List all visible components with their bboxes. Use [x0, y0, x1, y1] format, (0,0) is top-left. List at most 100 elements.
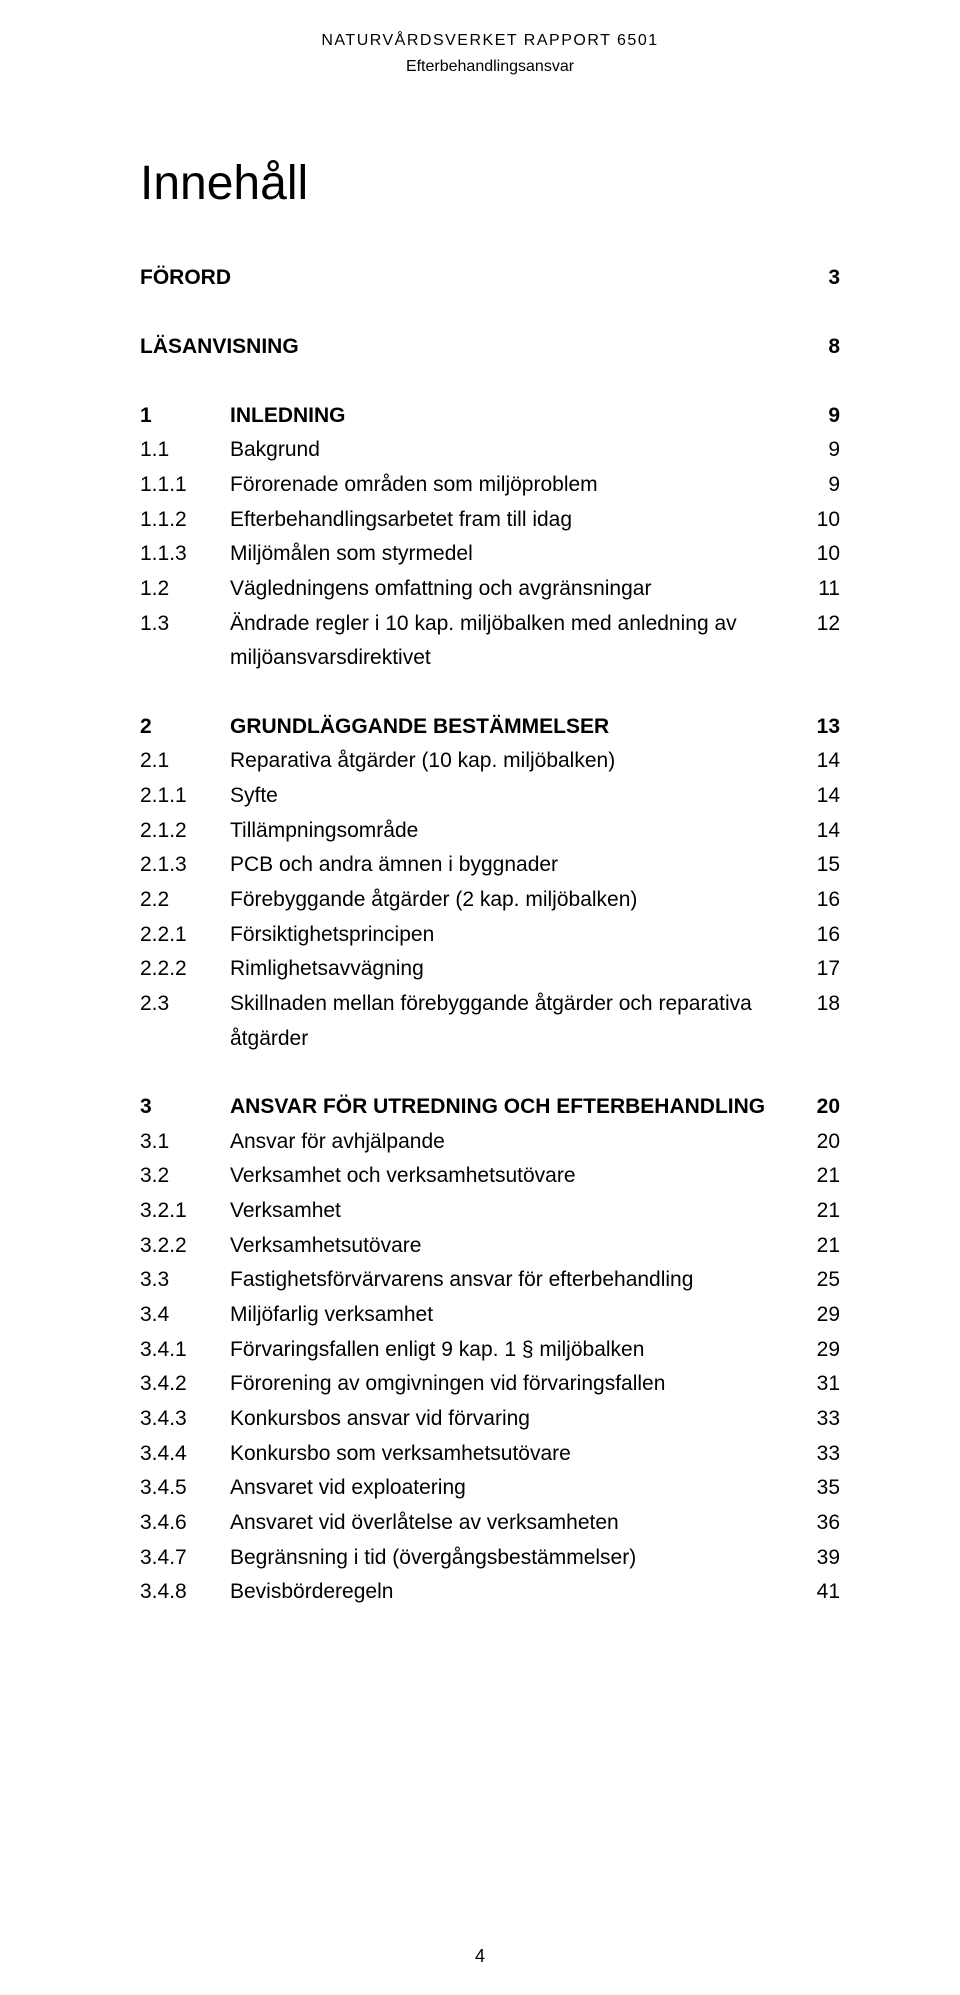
- toc-entry-number: 3.3: [140, 1263, 230, 1298]
- toc-entry-number: 1.3: [140, 607, 230, 642]
- toc-entry-page: 10: [790, 503, 840, 538]
- toc-entry-page: 33: [790, 1437, 840, 1472]
- toc-row: 1.2Vägledningens omfattning och avgränsn…: [140, 572, 840, 607]
- toc-entry-page: 8: [790, 330, 840, 365]
- toc-row: 3.4.4Konkursbo som verksamhetsutövare33: [140, 1437, 840, 1472]
- toc-row: 1INLEDNING9: [140, 399, 840, 434]
- toc-row: 3.4.8Bevisbörderegeln41: [140, 1575, 840, 1610]
- toc-block: FÖRORD3: [140, 261, 840, 296]
- toc-block: 3ANSVAR FÖR UTREDNING OCH EFTERBEHANDLIN…: [140, 1090, 840, 1610]
- toc-entry-page: 21: [790, 1159, 840, 1194]
- toc-entry-page: 20: [790, 1125, 840, 1160]
- toc-entry-number: 3.4.4: [140, 1437, 230, 1472]
- page-title: Innehåll: [140, 156, 840, 211]
- toc-row: 2GRUNDLÄGGANDE BESTÄMMELSER13: [140, 710, 840, 745]
- toc-entry-number: 3.2.1: [140, 1194, 230, 1229]
- toc-entry-number: 1.1.1: [140, 468, 230, 503]
- toc-entry-page: 3: [790, 261, 840, 296]
- toc-entry-text: Bakgrund: [230, 433, 790, 468]
- toc-entry-number: 2: [140, 710, 230, 745]
- toc-entry-page: 9: [790, 399, 840, 434]
- toc-entry-text: Ansvaret vid exploatering: [230, 1471, 790, 1506]
- toc-entry-page: 29: [790, 1298, 840, 1333]
- footer-page-number: 4: [0, 1946, 960, 1967]
- toc-entry-text: Förorening av omgivningen vid förvarings…: [230, 1367, 790, 1402]
- toc-entry-page: 17: [790, 952, 840, 987]
- toc-row: 3.4Miljöfarlig verksamhet29: [140, 1298, 840, 1333]
- toc-row: 2.2Förebyggande åtgärder (2 kap. miljöba…: [140, 883, 840, 918]
- toc-entry-page: 29: [790, 1333, 840, 1368]
- toc-entry-text: FÖRORD: [140, 261, 790, 296]
- toc-block: 2GRUNDLÄGGANDE BESTÄMMELSER132.1Reparati…: [140, 710, 840, 1056]
- toc-entry-text: Miljömålen som styrmedel: [230, 537, 790, 572]
- toc-entry-page: 9: [790, 468, 840, 503]
- toc-row: 3.4.2Förorening av omgivningen vid förva…: [140, 1367, 840, 1402]
- toc-row: 1.3Ändrade regler i 10 kap. miljöbalken …: [140, 607, 840, 676]
- toc-entry-page: 16: [790, 883, 840, 918]
- document-page: NATURVÅRDSVERKET RAPPORT 6501 Efterbehan…: [0, 0, 960, 1995]
- toc-entry-text: Förebyggande åtgärder (2 kap. miljöbalke…: [230, 883, 790, 918]
- toc-entry-page: 14: [790, 744, 840, 779]
- toc-entry-text: PCB och andra ämnen i byggnader: [230, 848, 790, 883]
- toc-entry-text: Ansvar för avhjälpande: [230, 1125, 790, 1160]
- toc-entry-number: 1.1.2: [140, 503, 230, 538]
- toc-container: FÖRORD3LÄSANVISNING81INLEDNING91.1Bakgru…: [140, 261, 840, 1609]
- toc-block: LÄSANVISNING8: [140, 330, 840, 365]
- toc-entry-page: 14: [790, 779, 840, 814]
- toc-row: 3.2Verksamhet och verksamhetsutövare21: [140, 1159, 840, 1194]
- toc-entry-number: 3.4.1: [140, 1333, 230, 1368]
- toc-entry-text: Konkursbo som verksamhetsutövare: [230, 1437, 790, 1472]
- toc-entry-text: Skillnaden mellan förebyggande åtgärder …: [230, 987, 790, 1056]
- toc-entry-page: 14: [790, 814, 840, 849]
- toc-entry-number: 2.1: [140, 744, 230, 779]
- toc-entry-text: Begränsning i tid (övergångsbestämmelser…: [230, 1541, 790, 1576]
- toc-row: 3.2.1Verksamhet21: [140, 1194, 840, 1229]
- toc-entry-number: 3.4.3: [140, 1402, 230, 1437]
- toc-entry-text: Ansvaret vid överlåtelse av verksamheten: [230, 1506, 790, 1541]
- toc-entry-number: 3: [140, 1090, 230, 1125]
- toc-row: 2.1.3PCB och andra ämnen i byggnader15: [140, 848, 840, 883]
- toc-entry-page: 25: [790, 1263, 840, 1298]
- toc-entry-page: 41: [790, 1575, 840, 1610]
- toc-entry-text: Syfte: [230, 779, 790, 814]
- toc-entry-text: ANSVAR FÖR UTREDNING OCH EFTERBEHANDLING: [230, 1090, 790, 1125]
- toc-entry-page: 9: [790, 433, 840, 468]
- toc-entry-text: GRUNDLÄGGANDE BESTÄMMELSER: [230, 710, 790, 745]
- toc-entry-text: Verksamhet: [230, 1194, 790, 1229]
- toc-row: 2.1Reparativa åtgärder (10 kap. miljöbal…: [140, 744, 840, 779]
- toc-entry-text: Tillämpningsområde: [230, 814, 790, 849]
- toc-entry-page: 12: [790, 607, 840, 642]
- toc-entry-text: LÄSANVISNING: [140, 330, 790, 365]
- toc-entry-page: 20: [790, 1090, 840, 1125]
- toc-entry-number: 2.2.1: [140, 918, 230, 953]
- toc-entry-text: Reparativa åtgärder (10 kap. miljöbalken…: [230, 744, 790, 779]
- toc-entry-page: 36: [790, 1506, 840, 1541]
- toc-entry-number: 2.3: [140, 987, 230, 1022]
- toc-row: 3.2.2Verksamhetsutövare21: [140, 1229, 840, 1264]
- toc-row: 3.4.6Ansvaret vid överlåtelse av verksam…: [140, 1506, 840, 1541]
- toc-entry-number: 2.1.3: [140, 848, 230, 883]
- toc-block: 1INLEDNING91.1Bakgrund91.1.1Förorenade o…: [140, 399, 840, 676]
- toc-entry-text: Rimlighetsavvägning: [230, 952, 790, 987]
- toc-entry-number: 3.4.8: [140, 1575, 230, 1610]
- toc-entry-number: 2.1.2: [140, 814, 230, 849]
- toc-entry-page: 21: [790, 1194, 840, 1229]
- toc-entry-text: Miljöfarlig verksamhet: [230, 1298, 790, 1333]
- toc-entry-text: Vägledningens omfattning och avgränsning…: [230, 572, 790, 607]
- toc-entry-number: 3.4.2: [140, 1367, 230, 1402]
- toc-entry-number: 1: [140, 399, 230, 434]
- toc-entry-page: 33: [790, 1402, 840, 1437]
- running-header-line2: Efterbehandlingsansvar: [140, 58, 840, 76]
- toc-entry-number: 3.4.7: [140, 1541, 230, 1576]
- toc-entry-number: 3.4: [140, 1298, 230, 1333]
- toc-row: 1.1Bakgrund9: [140, 433, 840, 468]
- toc-entry-text: Fastighetsförvärvarens ansvar för efterb…: [230, 1263, 790, 1298]
- toc-row: 2.1.1Syfte14: [140, 779, 840, 814]
- toc-entry-text: Ändrade regler i 10 kap. miljöbalken med…: [230, 607, 790, 676]
- toc-entry-number: 2.2.2: [140, 952, 230, 987]
- toc-entry-text: INLEDNING: [230, 399, 790, 434]
- toc-entry-page: 11: [790, 572, 840, 607]
- toc-row: 2.1.2Tillämpningsområde14: [140, 814, 840, 849]
- running-header-line1: NATURVÅRDSVERKET RAPPORT 6501: [140, 30, 840, 52]
- toc-row: 3ANSVAR FÖR UTREDNING OCH EFTERBEHANDLIN…: [140, 1090, 840, 1125]
